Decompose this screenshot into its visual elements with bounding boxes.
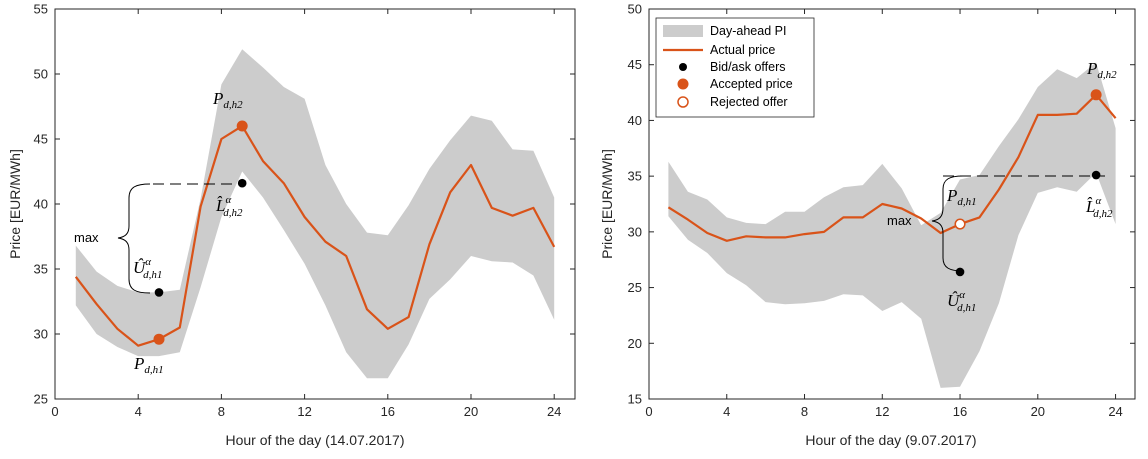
right-actual-price-line [667, 93, 1117, 242]
left-x-tick-label: 12 [297, 404, 311, 419]
right-max-label: max [887, 213, 912, 228]
right-max-brace [931, 175, 964, 272]
chart-left-ticks: 0 4 8 12 16 20 24 25 30 35 40 45 50 55 [34, 2, 575, 419]
left-label-p-h1: Pd,h1 [133, 354, 164, 376]
right-y-axis-label: Price [EUR/MWh] [599, 149, 615, 259]
left-accepted-price-point [236, 120, 248, 132]
left-y-tick-label: 25 [34, 392, 48, 407]
left-max-label: max [74, 230, 99, 245]
chart-left-marks [74, 49, 556, 379]
right-y-tick-label: 20 [628, 336, 642, 351]
right-y-tick-label: 30 [628, 224, 642, 239]
right-x-tick-label: 0 [645, 404, 652, 419]
legend-swatch-bid [679, 63, 687, 71]
right-x-tick-label: 20 [1031, 404, 1045, 419]
right-y-tick-label: 50 [628, 2, 642, 17]
left-x-tick-label: 0 [51, 404, 58, 419]
legend-swatch-band [663, 25, 703, 37]
right-y-tick-label: 35 [628, 169, 642, 184]
legend-label-rejected: Rejected offer [710, 95, 788, 109]
right-bid-offer-point [1091, 170, 1101, 180]
right-accepted-price-point [1090, 89, 1102, 101]
left-bid-offer-point [237, 178, 247, 188]
right-x-tick-label: 12 [875, 404, 889, 419]
chart-left: 0 4 8 12 16 20 24 25 30 35 40 45 50 55 max Pd,h2 Pd,h… [7, 2, 576, 448]
chart-right-axes-box [648, 8, 1136, 400]
left-x-tick-label: 16 [381, 404, 395, 419]
right-label-p-h1: Pd,h1 [946, 186, 977, 208]
right-label-p-h2: Pd,h2 [1086, 59, 1117, 81]
left-y-tick-label: 55 [34, 2, 48, 17]
legend-label-bid: Bid/ask offers [710, 60, 786, 74]
left-label-u-hat: Ûα d,h1 [133, 256, 162, 281]
left-x-axis-label: Hour of the day (14.07.2017) [225, 432, 404, 448]
chart-right-marks [667, 62, 1117, 388]
right-y-tick-label: 40 [628, 113, 642, 128]
right-pi-band [668, 62, 1116, 388]
right-bid-offer-point [955, 267, 965, 277]
left-y-tick-label: 50 [34, 67, 48, 82]
legend-label-line: Actual price [710, 43, 775, 57]
left-pi-band [75, 49, 555, 379]
chart-right-ticks: 0 4 8 12 16 20 24 15 20 25 30 35 40 45 50 [628, 2, 1135, 419]
left-x-tick-label: 4 [135, 404, 142, 419]
left-x-tick-label: 20 [464, 404, 478, 419]
left-y-tick-label: 45 [34, 132, 48, 147]
left-x-tick-label: 24 [547, 404, 561, 419]
chart-right: 0 4 8 12 16 20 24 15 20 25 30 35 40 45 50 max Pd,h2 Pd… [599, 2, 1136, 448]
left-label-l-hat: L̂α d,h2 [215, 194, 243, 219]
left-y-tick-label: 40 [34, 197, 48, 212]
left-y-tick-label: 30 [34, 327, 48, 342]
legend: Day-ahead PI Actual price Bid/ask offers… [655, 17, 815, 118]
left-bid-offer-point [154, 288, 164, 297]
right-y-tick-label: 15 [628, 392, 642, 407]
left-y-axis-label: Price [EUR/MWh] [7, 149, 23, 259]
right-x-tick-label: 16 [953, 404, 967, 419]
left-y-tick-label: 35 [34, 262, 48, 277]
right-rejected-offer-point [954, 218, 966, 230]
legend-swatch-accepted [677, 78, 689, 90]
right-x-tick-label: 4 [723, 404, 730, 419]
right-x-tick-label: 24 [1108, 404, 1122, 419]
right-x-axis-label: Hour of the day (9.07.2017) [805, 432, 976, 448]
right-y-tick-label: 25 [628, 280, 642, 295]
legend-swatch-rejected [677, 96, 689, 108]
right-y-tick-label: 45 [628, 57, 642, 72]
left-label-p-h2: Pd,h2 [212, 89, 243, 111]
right-label-l-hat: L̂α d,h2 [1085, 195, 1113, 220]
legend-label-band: Day-ahead PI [710, 24, 786, 38]
right-x-tick-label: 8 [801, 404, 808, 419]
left-accepted-price-point [153, 333, 165, 345]
left-max-brace [117, 183, 151, 294]
right-label-u-hat: Ûα d,h1 [947, 289, 976, 314]
legend-label-accepted: Accepted price [710, 77, 793, 91]
left-x-tick-label: 8 [218, 404, 225, 419]
